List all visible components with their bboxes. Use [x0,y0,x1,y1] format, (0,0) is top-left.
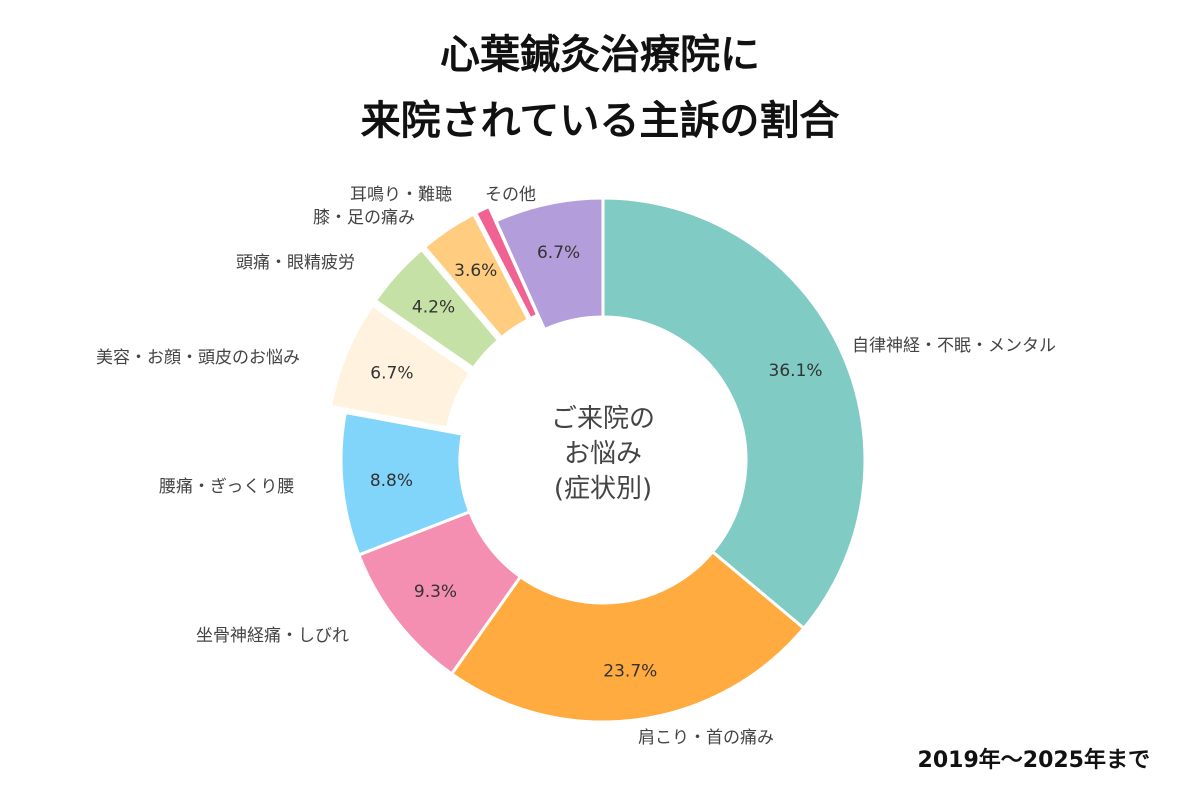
slice-label-other: その他 [485,185,536,205]
slice-label-tinnitus: 耳鳴り・難聴 [350,185,452,205]
donut-slice [373,247,501,371]
donut-slice [422,211,531,340]
slice-value-label: 6.7% [370,364,413,384]
center-label-line: ご来院の [550,404,655,434]
slice-value-label: 3.6% [454,261,497,281]
slice-value-label: 6.7% [537,243,580,263]
slice-value-label: 8.8% [370,471,413,491]
slice-label-knee: 膝・足の痛み [313,208,415,228]
slice-value-label: 36.1% [769,361,823,381]
slice-label-backpain: 腰痛・ぎっくり腰 [159,477,295,497]
slice-label-autonomic: 自律神経・不眠・メンタル [852,336,1056,356]
center-label-line: お悩み [563,439,642,469]
slice-value-label: 9.3% [414,582,457,602]
slice-label-beauty: 美容・お顔・頭皮のお悩み [96,348,300,368]
period-note: 2019年〜2025年まで [917,748,1150,773]
donut-slice [449,549,806,724]
slice-label-headache: 頭痛・眼精疲労 [236,253,355,273]
slice-label-sciatica: 坐骨神経痛・しびれ [196,626,349,646]
donut-slice [601,196,867,631]
slice-label-shoulder: 肩こり・首の痛み [638,728,774,748]
chart-title-line1: 心葉鍼灸治療院に [440,32,760,78]
center-label-line: (症状別) [553,474,653,504]
donut-slice [493,196,605,332]
donut-slice [339,410,472,557]
center-label: ご来院の お悩み (症状別) [503,402,703,507]
slice-value-label: 4.2% [412,298,455,318]
slice-value-label: 23.7% [603,662,657,682]
donut-slice [328,303,473,430]
chart-title-line2: 来院されている主訴の割合 [360,98,840,144]
